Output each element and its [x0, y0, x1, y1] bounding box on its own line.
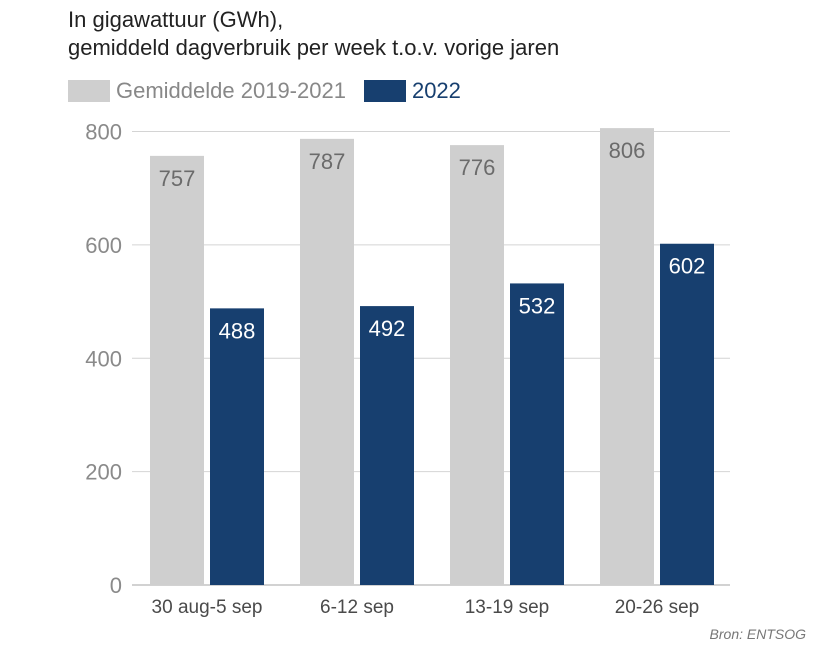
bar-2022-1: [360, 306, 414, 585]
chart-title-line-2: gemiddeld dagverbruik per week t.o.v. vo…: [68, 35, 560, 60]
source-note: Bron: ENTSOG: [709, 626, 806, 642]
data-label-2022-2: 532: [519, 293, 556, 318]
y-tick-label-200: 200: [85, 460, 122, 485]
legend-swatch-2022: [363, 80, 406, 102]
y-tick-label-0: 0: [110, 573, 122, 598]
legend: Gemiddelde 2019-2021 2022: [68, 78, 479, 104]
legend-label-2022: 2022: [411, 78, 461, 103]
data-label-2022-3: 602: [669, 254, 706, 279]
data-label-average-2: 776: [459, 155, 496, 180]
y-tick-label-800: 800: [85, 120, 122, 145]
chart-title: In gigawattuur (GWh), gemiddeld dagverbr…: [68, 6, 559, 62]
legend-swatch-average: [68, 80, 110, 102]
x-tick-label-3: 20-26 sep: [615, 597, 700, 618]
data-label-2022-1: 492: [369, 316, 406, 341]
x-tick-label-2: 13-19 sep: [465, 597, 550, 618]
y-tick-label-600: 600: [85, 233, 122, 258]
legend-item-average: Gemiddelde 2019-2021: [68, 78, 346, 104]
x-tick-label-0: 30 aug-5 sep: [152, 597, 263, 618]
bar-2022-0: [210, 308, 264, 585]
bar-2022-3: [660, 243, 714, 585]
data-label-2022-0: 488: [219, 318, 256, 343]
data-label-average-3: 806: [609, 138, 646, 163]
bar-average-0: [150, 155, 204, 586]
legend-label-average: Gemiddelde 2019-2021: [116, 78, 346, 103]
bar-average-2: [450, 145, 504, 586]
y-tick-label-400: 400: [85, 346, 122, 371]
bar-2022-2: [510, 283, 564, 585]
x-tick-label-1: 6-12 sep: [320, 597, 394, 618]
data-label-average-0: 757: [159, 166, 196, 191]
bar-average-1: [300, 138, 354, 585]
bar-average-3: [600, 128, 654, 585]
legend-item-2022: 2022: [363, 78, 461, 104]
data-label-average-1: 787: [309, 149, 346, 174]
chart-title-line-1: In gigawattuur (GWh),: [68, 7, 284, 32]
